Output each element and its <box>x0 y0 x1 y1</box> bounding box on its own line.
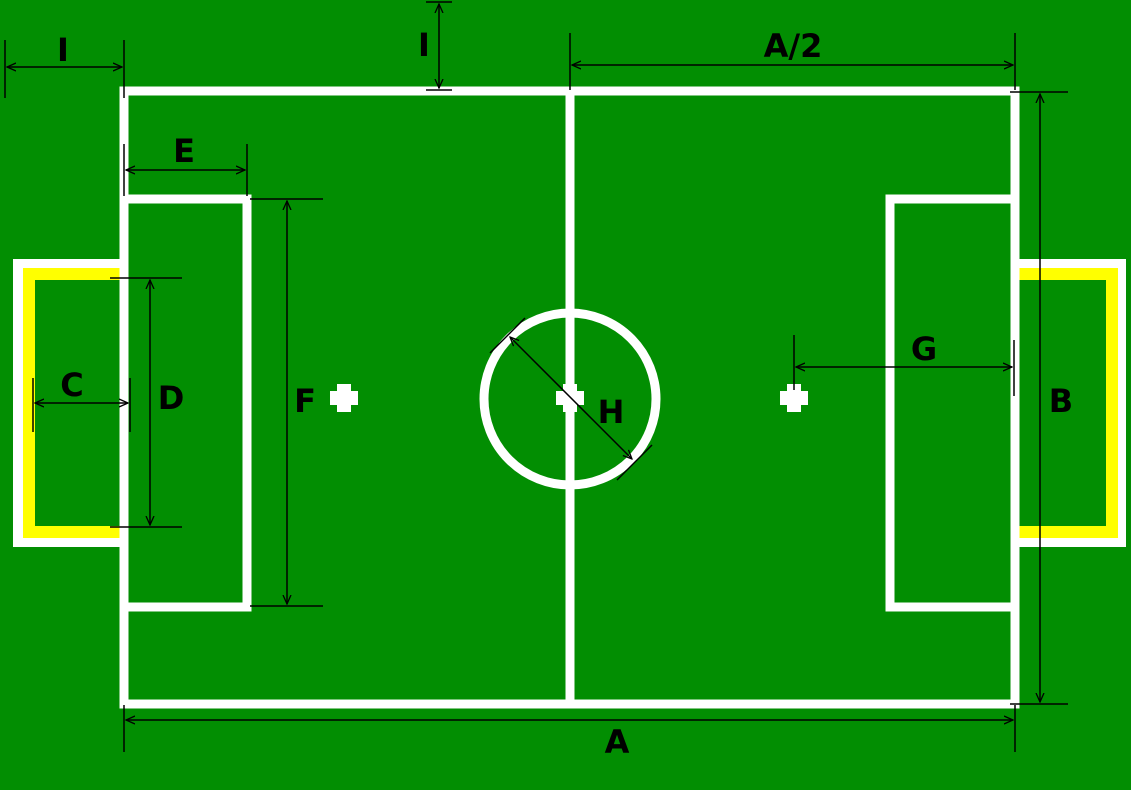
dimension-f <box>250 198 323 607</box>
dimension-i-top <box>426 1 452 91</box>
right-penalty-mark-icon <box>780 384 808 412</box>
label-h: H <box>598 393 625 431</box>
label-b: B <box>1049 382 1073 420</box>
label-d: D <box>158 379 185 417</box>
dimension-a-half <box>569 33 1016 90</box>
center-circle <box>479 308 661 490</box>
label-a: A <box>605 723 630 761</box>
label-a-half: A/2 <box>764 27 823 65</box>
label-f: F <box>294 382 316 420</box>
dimension-i-left <box>4 40 125 98</box>
dimension-b <box>1010 91 1068 705</box>
right-goal <box>1016 259 1126 547</box>
label-e: E <box>173 132 195 170</box>
dimension-e <box>123 144 248 196</box>
left-penalty-mark-icon <box>330 384 358 412</box>
dimension-c <box>32 378 131 432</box>
dimension-h <box>489 317 653 481</box>
dimension-g <box>793 335 1015 396</box>
label-i-top: I <box>418 26 430 64</box>
dimension-a <box>123 705 1016 752</box>
label-i-left: I <box>57 31 69 69</box>
label-g: G <box>911 330 937 368</box>
label-c: C <box>60 366 83 404</box>
dimension-d <box>110 277 182 528</box>
right-penalty-area <box>885 194 1020 612</box>
